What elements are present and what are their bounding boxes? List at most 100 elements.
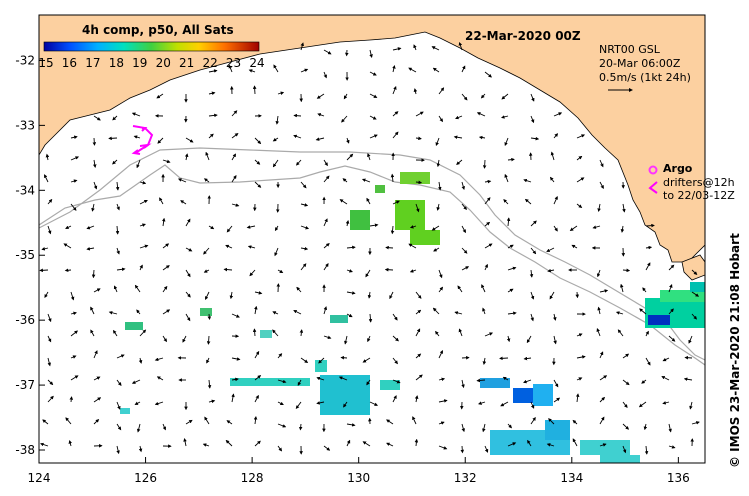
current-arrow-icon [70, 330, 79, 337]
current-arrow-icon [346, 291, 356, 295]
current-arrow-icon [254, 137, 262, 145]
current-arrow-icon [47, 357, 51, 367]
current-arrow-icon [139, 223, 146, 227]
current-arrow-icon [662, 401, 670, 405]
current-arrow-icon [86, 246, 95, 251]
current-arrow-icon [133, 135, 141, 139]
current-arrow-icon [203, 269, 210, 273]
current-arrow-icon [139, 244, 149, 249]
current-arrow-icon [228, 64, 233, 73]
current-arrow-icon [549, 176, 555, 183]
current-arrow-icon [47, 335, 52, 343]
current-arrow-icon [185, 419, 193, 425]
current-arrow-icon [207, 379, 212, 389]
current-arrow-icon [392, 131, 399, 139]
current-arrow-icon [553, 225, 558, 232]
current-arrow-icon [365, 269, 371, 278]
current-arrow-icon [622, 203, 626, 213]
current-arrow-icon [435, 330, 440, 337]
current-arrow-icon [576, 333, 583, 337]
current-arrow-icon [208, 399, 216, 404]
current-arrow-icon [205, 151, 210, 161]
current-arrow-icon [91, 269, 96, 279]
current-arrow-icon [277, 445, 283, 452]
current-arrow-icon [300, 357, 309, 364]
current-arrow-icon [93, 376, 101, 381]
current-arrow-icon [549, 291, 555, 300]
current-arrow-icon [47, 225, 52, 235]
current-arrow-icon [369, 49, 373, 58]
current-arrow-icon [506, 217, 511, 227]
colorbar-tick-label: 18 [109, 56, 124, 70]
current-arrow-icon [206, 335, 211, 345]
current-arrow-icon [70, 311, 77, 316]
current-arrow-icon [317, 113, 325, 117]
current-arrow-icon [162, 159, 171, 164]
current-arrow-icon [571, 244, 578, 249]
current-arrow-icon [272, 329, 279, 337]
current-arrow-icon [643, 423, 648, 431]
current-arrow-icon [182, 335, 187, 343]
current-arrow-icon [572, 419, 578, 425]
current-arrow-icon [392, 313, 398, 321]
current-arrow-icon [136, 309, 141, 315]
current-arrow-icon [116, 247, 120, 255]
current-arrow-icon [139, 199, 148, 205]
colorbar-ramp [43, 41, 260, 52]
current-arrow-icon [553, 133, 559, 139]
x-tick-label: 124 [28, 471, 51, 485]
current-arrow-icon [369, 93, 378, 98]
current-arrow-icon [367, 335, 371, 343]
current-arrow-icon [339, 199, 348, 205]
current-arrow-icon [390, 173, 395, 183]
current-arrow-icon [599, 375, 608, 381]
current-arrow-icon [116, 267, 126, 272]
current-arrow-icon [389, 291, 394, 300]
current-arrow-icon [501, 93, 509, 100]
current-arrow-icon [185, 269, 191, 278]
current-arrow-icon [415, 291, 422, 299]
current-arrow-icon [503, 199, 509, 205]
current-arrow-icon [476, 378, 486, 383]
current-arrow-icon [208, 225, 215, 230]
current-arrow-icon [162, 265, 170, 271]
current-arrow-icon [300, 263, 307, 271]
current-arrow-icon [415, 180, 423, 185]
current-arrow-icon [93, 418, 100, 425]
current-arrow-icon [384, 267, 394, 272]
current-arrow-icon [134, 284, 141, 293]
current-arrow-icon [432, 67, 440, 73]
current-arrow-icon [318, 357, 325, 364]
current-arrow-icon [226, 420, 233, 425]
current-arrow-icon [345, 220, 350, 227]
current-arrow-icon [456, 159, 463, 165]
current-arrow-icon [112, 159, 118, 165]
current-arrow-icon [298, 423, 303, 431]
current-arrow-icon [530, 291, 535, 300]
current-arrow-icon [645, 245, 653, 250]
drifter-label-1: drifters@12h [663, 176, 735, 189]
current-arrow-icon [112, 115, 118, 121]
y-axis: -32 -33 -34 -35 -36 -37 -38 [15, 53, 45, 457]
current-arrow-icon [691, 313, 697, 320]
current-arrow-icon [438, 269, 443, 279]
current-arrow-icon [341, 115, 348, 123]
current-arrow-icon [93, 115, 101, 121]
current-arrow-icon [484, 197, 491, 205]
current-arrow-icon [438, 421, 445, 425]
current-arrow-icon [247, 245, 256, 249]
current-arrow-icon [343, 401, 348, 408]
current-arrow-icon [645, 357, 651, 366]
colorbar-tick-label: 16 [62, 56, 77, 70]
current-arrow-icon [90, 306, 95, 315]
current-arrow-icon [460, 445, 465, 454]
current-arrow-icon [70, 375, 79, 381]
current-arrow-icon [502, 376, 509, 381]
current-arrow-icon [299, 329, 304, 337]
current-arrow-icon [433, 247, 440, 252]
y-tick-label: -36 [15, 313, 35, 327]
current-arrow-icon [293, 134, 302, 139]
current-arrow-icon [223, 267, 233, 272]
current-arrow-icon [668, 308, 674, 315]
current-arrow-icon [254, 440, 261, 447]
